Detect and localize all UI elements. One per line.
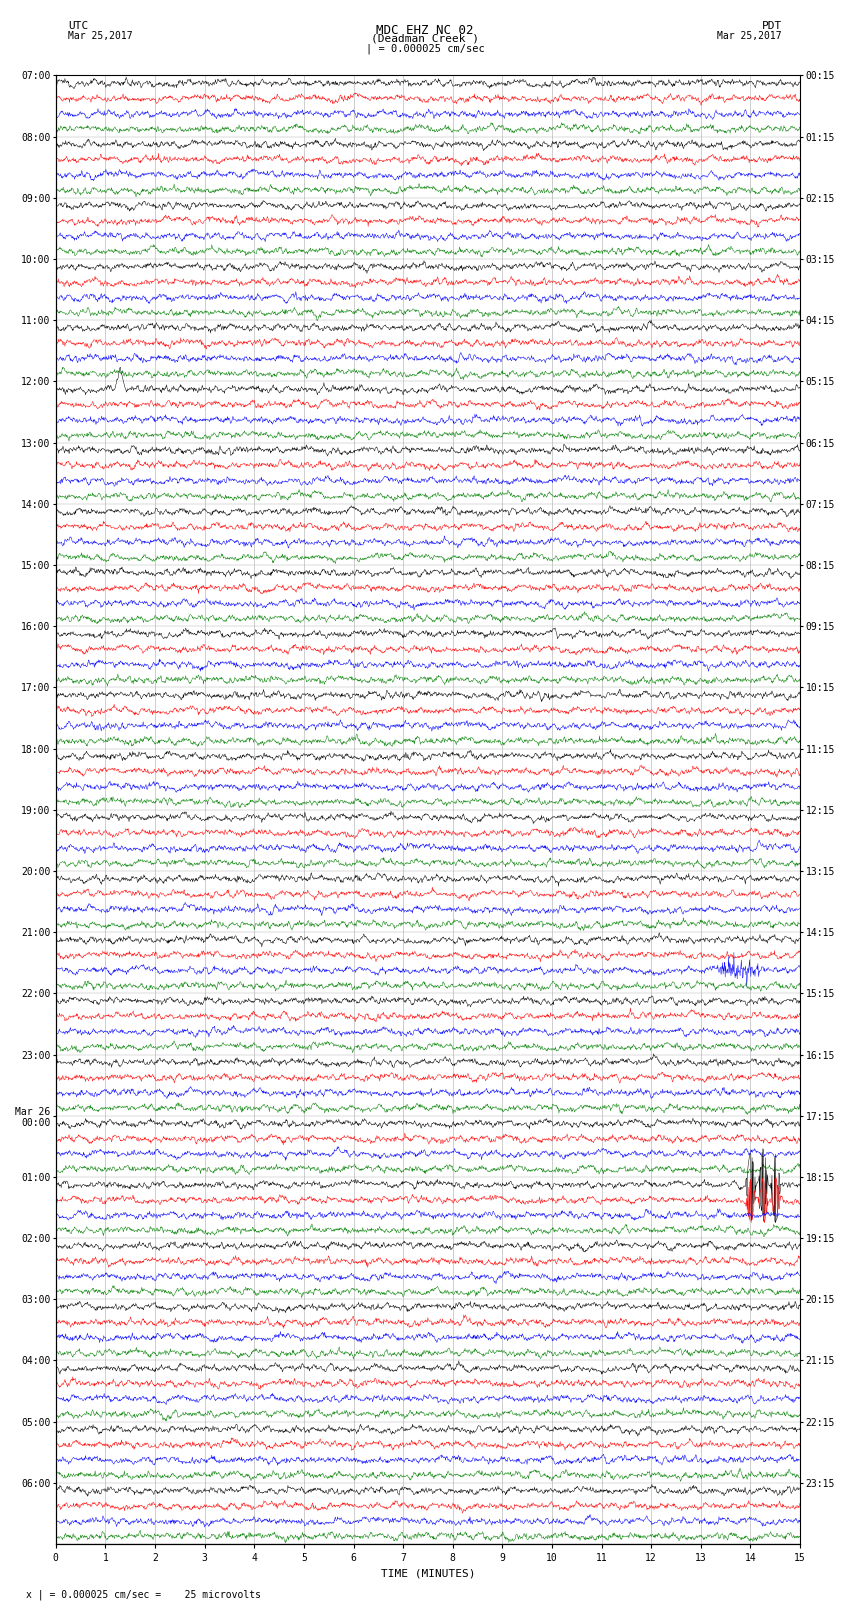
Text: | = 0.000025 cm/sec: | = 0.000025 cm/sec <box>366 44 484 55</box>
Text: MDC EHZ NC 02: MDC EHZ NC 02 <box>377 24 473 37</box>
Text: PDT: PDT <box>762 21 782 31</box>
X-axis label: TIME (MINUTES): TIME (MINUTES) <box>381 1569 475 1579</box>
Text: (Deadman Creek ): (Deadman Creek ) <box>371 34 479 44</box>
Text: Mar 25,2017: Mar 25,2017 <box>68 31 133 40</box>
Text: Mar 25,2017: Mar 25,2017 <box>717 31 782 40</box>
Text: x | = 0.000025 cm/sec =    25 microvolts: x | = 0.000025 cm/sec = 25 microvolts <box>26 1589 260 1600</box>
Text: UTC: UTC <box>68 21 88 31</box>
